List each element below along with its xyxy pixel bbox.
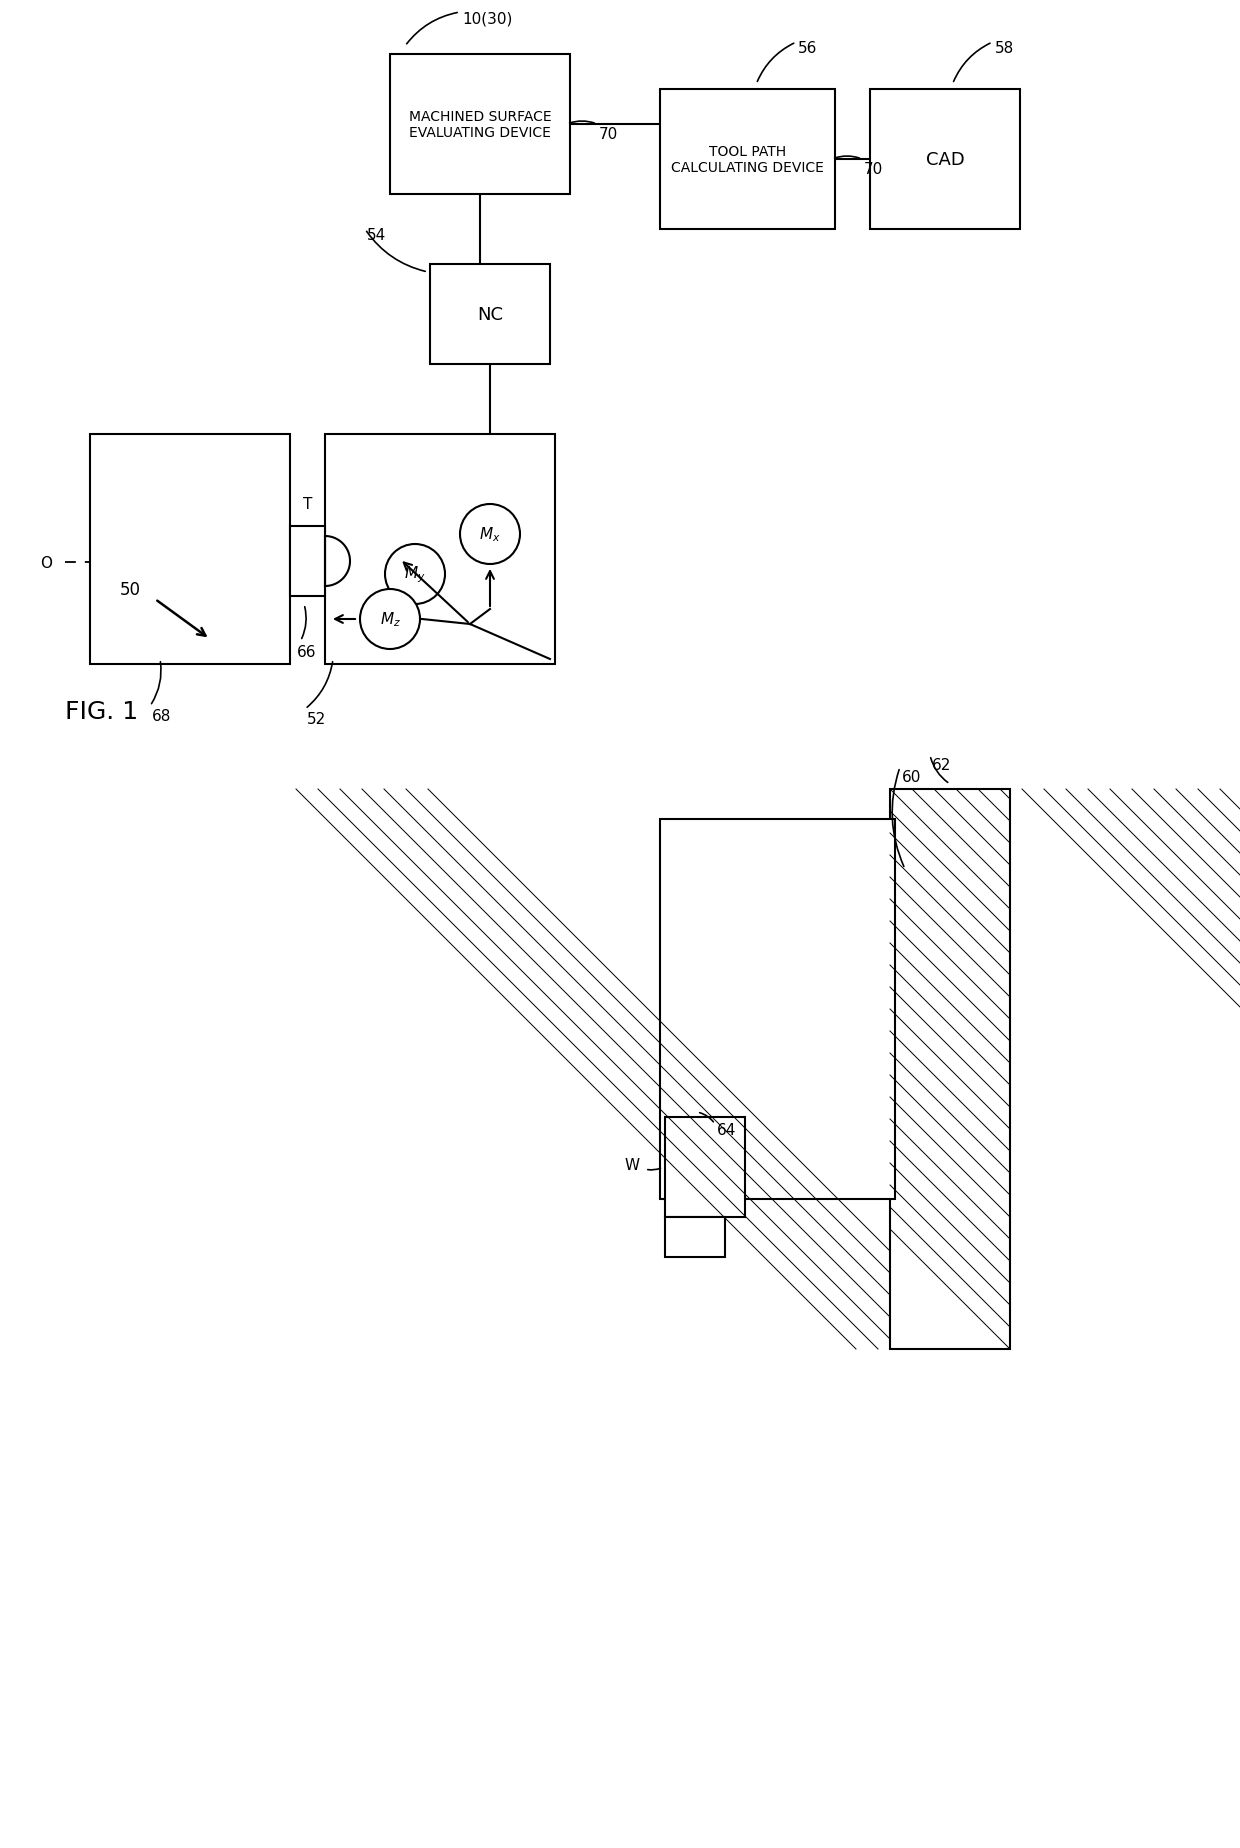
Text: 56: 56	[799, 41, 817, 55]
Bar	[430, 264, 551, 364]
Bar	[290, 527, 325, 597]
Text: $M_y$: $M_y$	[404, 564, 425, 586]
Circle shape	[384, 545, 445, 604]
Text: 52: 52	[308, 711, 326, 726]
Text: O: O	[40, 554, 52, 571]
Text: 64: 64	[717, 1122, 737, 1137]
Text: 60: 60	[901, 769, 921, 785]
Text: $M_z$: $M_z$	[379, 610, 401, 628]
Text: 68: 68	[153, 708, 171, 724]
Text: MACHINED SURFACE
EVALUATING DEVICE: MACHINED SURFACE EVALUATING DEVICE	[409, 109, 552, 140]
Bar	[91, 434, 290, 665]
Text: CAD: CAD	[925, 152, 965, 168]
Text: 70: 70	[864, 163, 883, 177]
Bar	[660, 819, 895, 1199]
Text: 10(30): 10(30)	[463, 11, 512, 26]
Text: W: W	[625, 1157, 640, 1172]
Bar	[870, 91, 1021, 229]
Text: 58: 58	[994, 41, 1014, 55]
Bar	[890, 789, 1011, 1349]
Text: 62: 62	[932, 758, 951, 772]
Text: TOOL PATH
CALCULATING DEVICE: TOOL PATH CALCULATING DEVICE	[671, 144, 823, 176]
Text: 54: 54	[367, 227, 386, 242]
Text: FIG. 1: FIG. 1	[64, 700, 138, 724]
Circle shape	[360, 590, 420, 650]
Text: $M_x$: $M_x$	[479, 525, 501, 543]
Text: 50: 50	[120, 580, 141, 599]
Text: T: T	[303, 497, 312, 512]
Bar	[665, 1218, 725, 1257]
Bar	[325, 434, 556, 665]
Text: 66: 66	[298, 645, 316, 660]
Bar	[665, 1118, 745, 1218]
Circle shape	[460, 505, 520, 565]
Text: 70: 70	[599, 128, 619, 142]
Bar	[660, 91, 835, 229]
Text: NC: NC	[477, 305, 503, 323]
Bar	[391, 55, 570, 194]
